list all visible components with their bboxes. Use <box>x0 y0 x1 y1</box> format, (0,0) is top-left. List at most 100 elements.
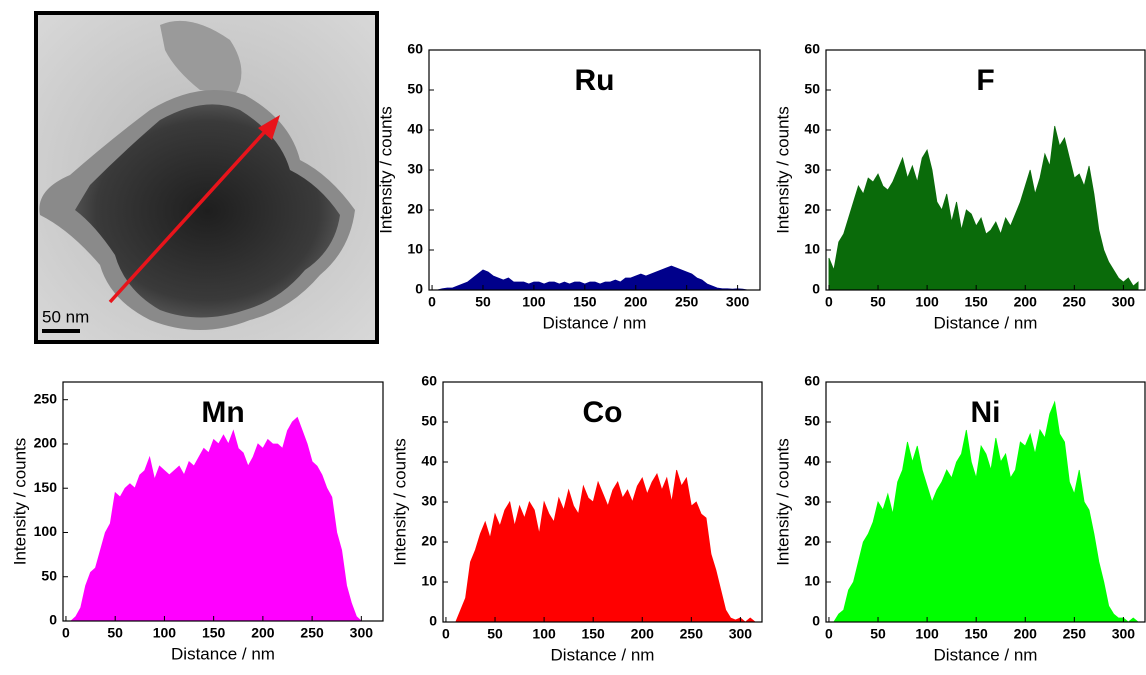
y-axis-label: Intensity / counts <box>390 438 409 566</box>
x-tick-label: 250 <box>680 626 704 642</box>
micrograph: 50 nm <box>37 14 376 341</box>
y-tick-label: 10 <box>804 241 820 257</box>
x-axis-label: Distance / nm <box>171 644 275 663</box>
y-tick-label: 0 <box>429 613 437 629</box>
x-tick-label: 200 <box>624 294 648 310</box>
chart: 0 50 100 150 200 250 300 0 10 20 30 40 50 60 F Distance… <box>773 41 1146 332</box>
x-axis-label: Distance / nm <box>934 645 1038 664</box>
chart: 0 50 100 150 200 250 300 0 10 20 30 40 50 60 Co Distanc… <box>390 373 763 664</box>
y-axis-label: Intensity / counts <box>773 106 792 234</box>
x-tick-label: 0 <box>428 294 436 310</box>
y-axis-label: Intensity / counts <box>376 106 395 234</box>
y-tick-label: 0 <box>812 613 820 629</box>
x-tick-label: 250 <box>675 294 699 310</box>
chart: 0 50 100 150 200 250 300 0 50 100 150 200 250 Mn Dista… <box>10 381 384 663</box>
x-tick-label: 150 <box>581 626 605 642</box>
y-tick-label: 30 <box>421 493 437 509</box>
x-tick-label: 100 <box>915 626 939 642</box>
x-tick-label: 300 <box>350 625 374 641</box>
scan-arrow-head <box>258 115 280 140</box>
y-tick-label: 20 <box>804 533 820 549</box>
y-tick-label: 0 <box>49 612 57 628</box>
x-tick-label: 150 <box>964 294 988 310</box>
y-tick-label: 60 <box>407 41 423 57</box>
y-tick-label: 60 <box>804 373 820 389</box>
chart-title: Ni <box>971 396 1001 429</box>
y-tick-label: 30 <box>407 161 423 177</box>
area <box>828 400 1140 623</box>
x-axis-label: Distance / nm <box>551 645 655 664</box>
plot-frame <box>62 381 384 622</box>
y-tick-label: 10 <box>407 241 423 257</box>
x-tick-label: 300 <box>729 626 753 642</box>
y-tick-label: 10 <box>421 573 437 589</box>
y-tick-label: 50 <box>41 567 57 583</box>
x-tick-label: 200 <box>1014 294 1038 310</box>
x-tick-label: 250 <box>300 625 324 641</box>
x-axis-label: Distance / nm <box>934 313 1038 332</box>
y-tick-label: 20 <box>407 201 423 217</box>
y-tick-label: 50 <box>407 81 423 97</box>
y-tick-label: 150 <box>34 479 58 495</box>
x-tick-label: 50 <box>107 625 123 641</box>
x-tick-label: 50 <box>475 294 491 310</box>
chart-title: Co <box>583 396 623 429</box>
y-tick-label: 50 <box>804 413 820 429</box>
x-tick-label: 250 <box>1063 294 1087 310</box>
x-tick-label: 100 <box>915 294 939 310</box>
x-tick-label: 50 <box>870 294 886 310</box>
x-axis-label: Distance / nm <box>543 313 647 332</box>
y-tick-label: 200 <box>34 435 58 451</box>
y-tick-label: 40 <box>407 121 423 137</box>
x-tick-label: 50 <box>487 626 503 642</box>
x-tick-label: 150 <box>202 625 226 641</box>
x-tick-label: 150 <box>964 626 988 642</box>
x-tick-label: 200 <box>251 625 275 641</box>
x-tick-label: 200 <box>1014 626 1038 642</box>
x-tick-label: 0 <box>442 626 450 642</box>
area <box>445 469 757 623</box>
x-tick-label: 300 <box>726 294 750 310</box>
y-tick-label: 0 <box>415 281 423 297</box>
x-tick-label: 150 <box>573 294 597 310</box>
chart-title: F <box>976 64 994 97</box>
micrograph-frame <box>34 11 379 344</box>
x-tick-label: 100 <box>532 626 556 642</box>
y-axis-label: Intensity / counts <box>10 438 29 566</box>
x-tick-label: 300 <box>1112 626 1136 642</box>
x-tick-label: 0 <box>825 626 833 642</box>
y-tick-label: 20 <box>421 533 437 549</box>
y-tick-label: 40 <box>421 453 437 469</box>
chart: 0 50 100 150 200 250 300 0 10 20 30 40 50 60 Ni Distanc… <box>773 373 1146 664</box>
x-tick-label: 300 <box>1112 294 1136 310</box>
y-tick-label: 10 <box>804 573 820 589</box>
scale-bar-label: 50 nm <box>42 307 89 326</box>
x-tick-label: 100 <box>522 294 546 310</box>
y-tick-label: 20 <box>804 201 820 217</box>
y-tick-label: 0 <box>812 281 820 297</box>
y-tick-label: 40 <box>804 453 820 469</box>
y-tick-label: 50 <box>421 413 437 429</box>
chart: 0 50 100 150 200 250 300 0 10 20 30 40 50 60 Ru Distanc… <box>376 41 761 332</box>
x-tick-label: 0 <box>62 625 70 641</box>
chart-title: Mn <box>201 396 244 429</box>
particle-core <box>75 104 340 318</box>
y-tick-label: 50 <box>804 81 820 97</box>
area <box>828 125 1139 291</box>
y-tick-label: 30 <box>804 493 820 509</box>
y-tick-label: 250 <box>34 390 58 406</box>
x-tick-label: 100 <box>153 625 177 641</box>
chart-title: Ru <box>575 64 615 97</box>
x-tick-label: 50 <box>870 626 886 642</box>
y-tick-label: 100 <box>34 523 58 539</box>
area <box>432 265 753 291</box>
x-tick-label: 200 <box>631 626 655 642</box>
particle-tip <box>160 20 242 95</box>
y-tick-label: 60 <box>421 373 437 389</box>
y-tick-label: 60 <box>804 41 820 57</box>
y-tick-label: 40 <box>804 121 820 137</box>
scan-line <box>108 124 272 304</box>
y-axis-label: Intensity / counts <box>773 438 792 566</box>
